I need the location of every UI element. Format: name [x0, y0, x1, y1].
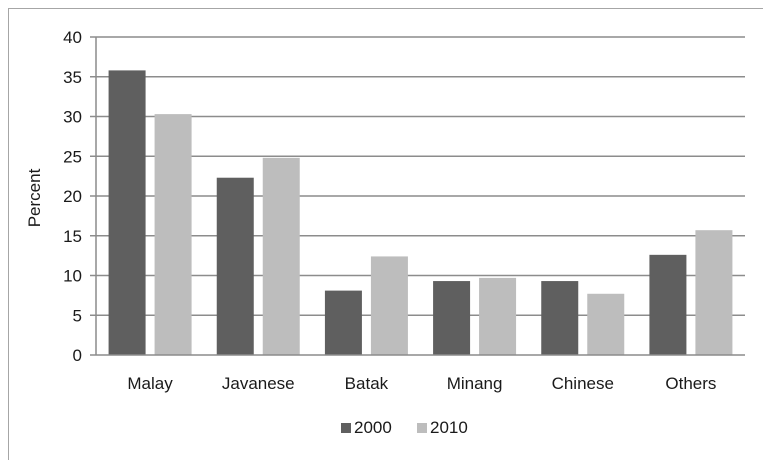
- bar-2010-batak: [370, 256, 408, 355]
- gridlines: [96, 36, 745, 316]
- bar-2010-chinese: [587, 293, 625, 355]
- y-tick-label: 30: [63, 108, 82, 127]
- legend: 2000 2010: [341, 418, 468, 437]
- y-tick-label: 5: [73, 306, 82, 325]
- y-tick-labels: 0 5 10 15 20 25 30 35 40: [63, 28, 82, 365]
- y-tick-label: 35: [63, 68, 82, 87]
- x-category-label: Chinese: [552, 374, 614, 393]
- bar-2000-batak: [324, 290, 362, 355]
- axes: [90, 36, 745, 356]
- bar-2010-javanese: [262, 157, 300, 355]
- bar-2010-others: [695, 230, 733, 355]
- bar-2000-malay: [108, 70, 146, 355]
- y-tick-label: 0: [73, 346, 82, 365]
- bar-2010-minang: [479, 277, 517, 355]
- y-tick-label: 15: [63, 227, 82, 246]
- x-category-labels: Malay Javanese Batak Minang Chinese Others: [127, 374, 716, 393]
- bar-2000-chinese: [541, 281, 579, 355]
- x-category-label: Others: [665, 374, 716, 393]
- bar-2010-malay: [154, 114, 192, 356]
- y-tick-label: 25: [63, 147, 82, 166]
- bar-2000-others: [649, 254, 687, 355]
- legend-swatch-2010: [417, 423, 427, 433]
- y-tick-label: 20: [63, 187, 82, 206]
- legend-label: 2000: [354, 418, 392, 437]
- y-tick-label: 10: [63, 267, 82, 286]
- legend-label: 2010: [430, 418, 468, 437]
- x-category-label: Batak: [345, 374, 389, 393]
- bars: [108, 70, 733, 356]
- y-axis-title: Percent: [25, 168, 44, 227]
- y-tick-label: 40: [63, 28, 82, 47]
- bar-2000-javanese: [216, 177, 254, 355]
- x-category-label: Malay: [127, 374, 173, 393]
- x-category-label: Minang: [447, 374, 503, 393]
- bar-2000-minang: [433, 281, 471, 355]
- legend-swatch-2000: [341, 423, 351, 433]
- x-category-label: Javanese: [222, 374, 295, 393]
